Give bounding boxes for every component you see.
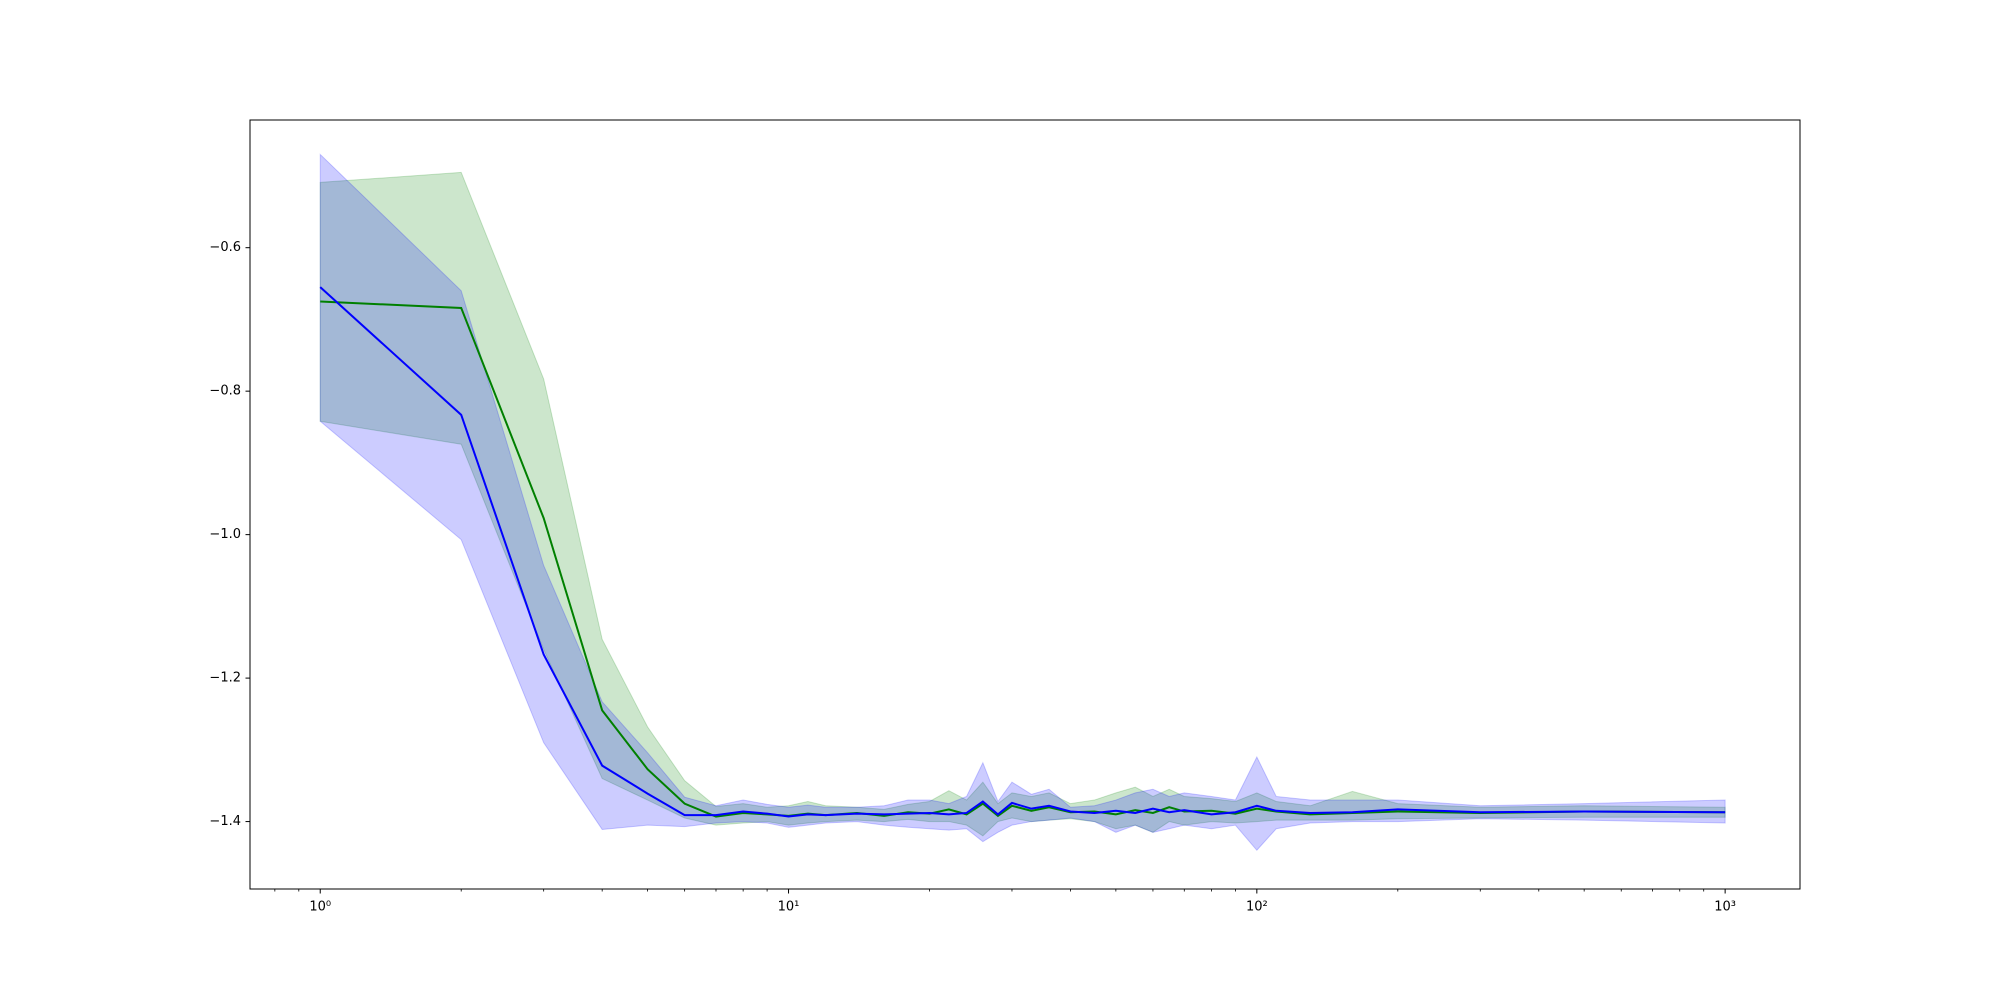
- line: [319, 286, 1726, 818]
- y-tick-label: −1.2: [209, 671, 241, 686]
- x-tick-label: 10²: [1246, 900, 1268, 915]
- confidence-band: [319, 171, 1726, 837]
- plot-frame: [249, 119, 1801, 890]
- x-tick-label: 10³: [1714, 900, 1736, 915]
- x-tick-label: 10⁰: [309, 900, 331, 915]
- y-tick-label: −0.8: [209, 384, 241, 399]
- y-tick-label: −1.0: [209, 527, 241, 542]
- x-tick-label: 10¹: [778, 900, 800, 915]
- confidence-band: [319, 153, 1726, 852]
- line: [320, 300, 1726, 818]
- y-tick-label: −1.4: [209, 814, 241, 829]
- y-tick-label: −0.6: [209, 240, 241, 255]
